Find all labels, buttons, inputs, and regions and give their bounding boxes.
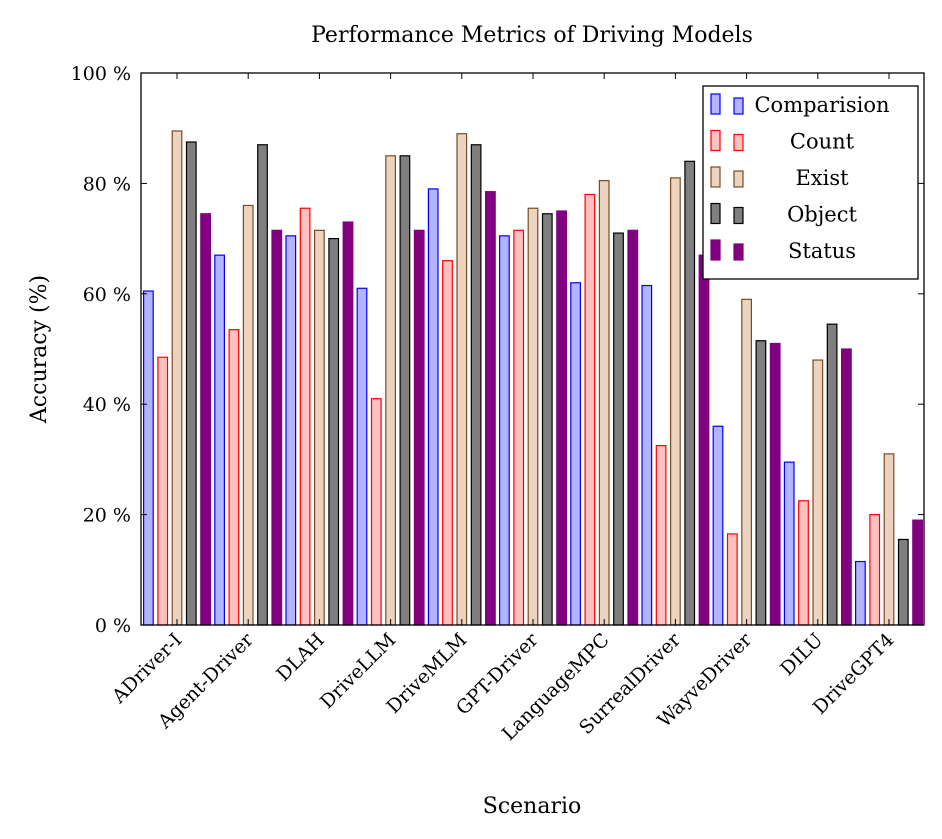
bar-comparision-surrealdriver (641, 284, 653, 626)
bar-comparision-drivellm (356, 287, 368, 626)
bar-object-wayvedriver (755, 340, 767, 626)
bar-object-languagempc (613, 232, 624, 626)
bar-exist-languagempc (598, 180, 610, 626)
bar-comparision-drivegpt4 (854, 560, 866, 626)
bar-exist-drivemlm (456, 133, 468, 626)
bar-exist-surrealdriver (669, 177, 681, 626)
legend-swatch-exist-b (733, 170, 744, 188)
bar-comparision-dilu (783, 461, 795, 626)
x-axis-title: Scenario (483, 794, 582, 819)
bars-layer (143, 130, 923, 626)
bar-status-drivellm (413, 229, 425, 626)
bar-exist-agent-driver (242, 204, 254, 626)
legend-swatch-status-b (733, 243, 744, 261)
bar-object-agent-driver (257, 144, 268, 626)
y-axis-title: Accuracy (%) (27, 275, 52, 424)
bar-comparision-languagempc (570, 282, 581, 626)
legend-label-count: Count (790, 130, 855, 154)
legend-swatch-count-b (733, 133, 744, 152)
bar-count-dilu (798, 500, 809, 626)
y-tick-label: 20 % (83, 505, 131, 527)
bar-comparision-adriver-i (143, 290, 154, 626)
y-tick-label: 60 % (83, 284, 131, 306)
y-tick-label: 80 % (83, 173, 131, 195)
legend-label-exist: Exist (795, 166, 849, 190)
bar-comparision-drivemlm (427, 188, 439, 626)
chart-title: Performance Metrics of Driving Models (311, 23, 753, 48)
bar-object-adriver-i (185, 141, 197, 626)
x-tick-label: DLAH (272, 629, 329, 686)
bar-status-agent-driver (271, 229, 283, 626)
legend-swatch-object-b (733, 206, 744, 225)
bar-status-dilu (840, 348, 852, 626)
bar-count-dlah (299, 207, 311, 626)
x-tick-label: DILU (776, 629, 827, 680)
bar-status-surrealdriver (698, 254, 710, 626)
bar-object-drivegpt4 (897, 538, 909, 626)
y-tick-label: 40 % (83, 394, 131, 416)
bar-count-drivemlm (442, 260, 453, 626)
legend-swatch-exist-a (710, 166, 721, 188)
bar-exist-adriver-i (171, 130, 183, 626)
bar-count-agent-driver (228, 329, 240, 626)
bar-status-dlah (342, 221, 354, 626)
bar-exist-wayvedriver (741, 298, 752, 626)
bar-exist-dilu (812, 359, 824, 626)
bar-status-languagempc (627, 229, 639, 626)
legend-swatch-comparision-b (733, 97, 744, 115)
bar-status-wayvedriver (769, 342, 781, 626)
legend-swatch-object-a (710, 202, 721, 225)
bar-count-languagempc (584, 193, 596, 626)
bar-count-drivegpt4 (869, 513, 881, 626)
bar-count-gpt-driver (513, 229, 525, 626)
bar-exist-gpt-driver (527, 207, 539, 626)
bar-count-surrealdriver (655, 445, 667, 626)
bar-exist-drivellm (385, 155, 396, 626)
bar-exist-dlah (314, 229, 325, 626)
bar-count-wayvedriver (726, 533, 738, 626)
legend: Comparision Count Exist Object Status (702, 85, 919, 280)
bar-comparision-agent-driver (214, 254, 226, 626)
bar-object-drivemlm (470, 144, 482, 626)
bar-status-gpt-driver (556, 210, 567, 626)
bar-count-drivellm (370, 398, 382, 626)
bar-object-surrealdriver (684, 160, 696, 626)
legend-swatch-comparision-a (710, 93, 721, 115)
y-tick-label: 0 % (95, 615, 131, 637)
bar-object-dlah (328, 238, 340, 626)
bar-comparision-wayvedriver (712, 425, 724, 626)
bar-exist-drivegpt4 (883, 453, 895, 626)
legend-swatch-status-a (710, 239, 721, 261)
legend-label-status: Status (788, 239, 856, 263)
y-tick-label: 100 % (71, 63, 131, 85)
legend-label-comparision: Comparision (754, 93, 889, 117)
bar-object-dilu (826, 323, 838, 626)
bar-comparision-gpt-driver (499, 235, 510, 626)
bar-object-drivellm (399, 155, 411, 626)
legend-swatch-count-a (710, 129, 721, 152)
legend-items: Comparision Count Exist Object Status (710, 93, 890, 263)
bar-object-gpt-driver (541, 213, 553, 626)
legend-label-object: Object (787, 203, 857, 227)
bar-status-adriver-i (200, 213, 212, 626)
bar-status-drivemlm (485, 191, 496, 626)
bar-count-adriver-i (157, 356, 169, 626)
bar-status-drivegpt4 (912, 519, 923, 626)
bar-comparision-dlah (285, 235, 297, 626)
